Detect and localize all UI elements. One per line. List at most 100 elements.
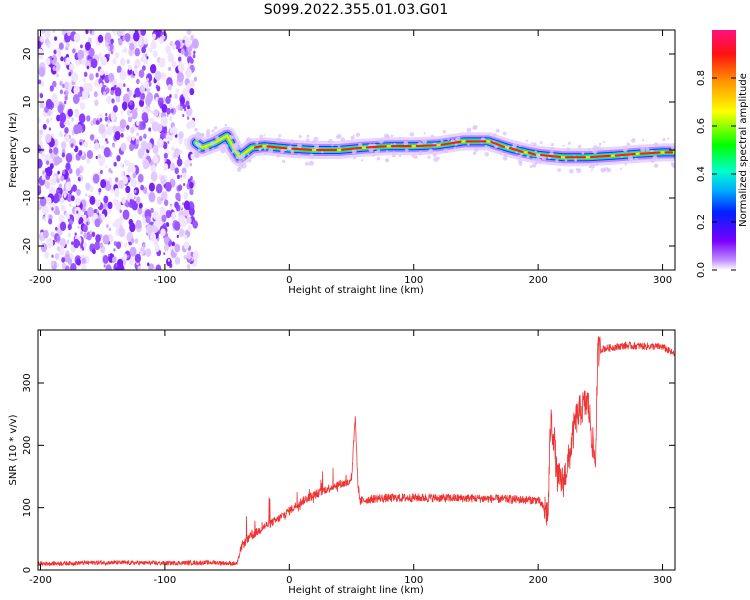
snr-series-line: [38, 336, 675, 567]
noise-speckle: [171, 60, 177, 68]
noise-speckle: [131, 135, 135, 141]
noise-speckle: [152, 144, 159, 155]
noise-speckle: [99, 82, 103, 88]
trace-speckle: [404, 148, 409, 153]
noise-speckle: [116, 125, 122, 133]
trace-speckle: [194, 152, 199, 158]
colorbar-label: Normalized spectral amplitude: [738, 73, 749, 227]
colorbar-tick-label: 0.2: [696, 214, 707, 230]
noise-speckle: [186, 83, 192, 91]
noise-speckle: [185, 100, 190, 107]
noise-speckle: [150, 39, 157, 50]
colorbar-tick-label: 0.8: [696, 70, 707, 86]
noise-speckle: [176, 158, 183, 167]
noise-speckle: [85, 30, 89, 35]
trace-speckle: [474, 147, 479, 152]
trace-speckle: [546, 161, 549, 165]
noise-speckle: [134, 87, 141, 98]
noise-speckle: [51, 59, 56, 65]
noise-speckle: [116, 154, 121, 162]
noise-speckle: [152, 211, 159, 220]
noise-speckle: [40, 36, 45, 43]
noise-speckle: [41, 30, 46, 34]
noise-speckle: [135, 197, 140, 204]
noise-speckle: [175, 88, 180, 94]
trace-speckle: [194, 127, 198, 132]
noise-speckle: [83, 232, 88, 239]
noise-speckle: [138, 202, 143, 209]
snr-plot-area: [38, 336, 675, 567]
noise-speckle: [169, 205, 173, 209]
noise-speckle: [46, 237, 54, 249]
noise-speckle: [179, 106, 183, 111]
noise-speckle: [190, 153, 195, 160]
noise-speckle: [87, 206, 94, 218]
noise-speckle: [142, 214, 145, 218]
trace-speckle: [428, 148, 434, 154]
trace-speckle: [409, 132, 415, 137]
trace-speckle: [518, 143, 522, 147]
noise-speckle: [184, 108, 187, 112]
noise-speckle: [110, 114, 116, 122]
trace-speckle: [391, 153, 397, 158]
noise-speckle: [103, 264, 106, 268]
snr-axes: -200 -100 0 100 200 300 0 100 200 300: [22, 330, 675, 586]
noise-speckle: [165, 45, 171, 54]
noise-speckle: [116, 65, 122, 73]
noise-speckle: [163, 143, 168, 150]
noise-speckle: [55, 66, 60, 73]
noise-speckle: [191, 38, 199, 49]
noise-speckle: [148, 47, 153, 53]
noise-speckle: [163, 152, 168, 159]
noise-speckle: [171, 241, 175, 247]
noise-speckle: [119, 82, 123, 87]
trace-speckle: [296, 143, 302, 149]
noise-speckle: [120, 133, 124, 138]
trace-speckle: [241, 145, 244, 148]
noise-speckle: [86, 115, 91, 122]
noise-speckle: [112, 222, 116, 227]
noise-speckle: [65, 152, 73, 163]
noise-speckle: [157, 82, 161, 87]
trace-speckle: [240, 153, 246, 159]
trace-speckle: [374, 150, 379, 154]
noise-speckle: [88, 194, 91, 198]
trace-speckle: [422, 139, 428, 145]
noise-speckle: [164, 158, 167, 162]
noise-speckle: [178, 228, 185, 238]
noise-speckle: [51, 254, 54, 258]
trace-speckle: [248, 159, 252, 163]
noise-speckle: [113, 248, 116, 252]
noise-speckle: [50, 260, 55, 266]
noise-speckle: [186, 264, 191, 270]
noise-speckle: [129, 143, 135, 152]
noise-speckle: [140, 140, 148, 152]
noise-speckle: [142, 217, 147, 224]
trace-speckle: [595, 163, 599, 166]
noise-speckle: [77, 176, 81, 182]
trace-speckle: [196, 143, 202, 148]
noise-speckle: [133, 68, 138, 75]
trace-speckle: [597, 146, 602, 151]
trace-speckle: [619, 167, 623, 170]
noise-speckle: [169, 162, 176, 171]
noise-speckle: [98, 188, 102, 193]
noise-speckle: [169, 128, 174, 134]
noise-speckle: [59, 80, 63, 86]
noise-speckle: [94, 241, 101, 251]
noise-speckle: [186, 251, 192, 260]
noise-speckle: [127, 115, 133, 123]
trace-speckle: [588, 165, 592, 169]
noise-speckle: [150, 164, 157, 173]
trace-speckle: [526, 155, 530, 159]
noise-speckle: [77, 225, 80, 229]
noise-speckle: [100, 56, 108, 66]
trace-speckle: [520, 152, 524, 156]
trace-speckle: [601, 146, 604, 150]
noise-speckle: [60, 175, 65, 182]
noise-speckle: [120, 142, 127, 152]
trace-speckle: [598, 142, 602, 146]
noise-speckle: [38, 185, 42, 192]
noise-speckle: [192, 220, 198, 229]
noise-speckle: [66, 119, 71, 126]
